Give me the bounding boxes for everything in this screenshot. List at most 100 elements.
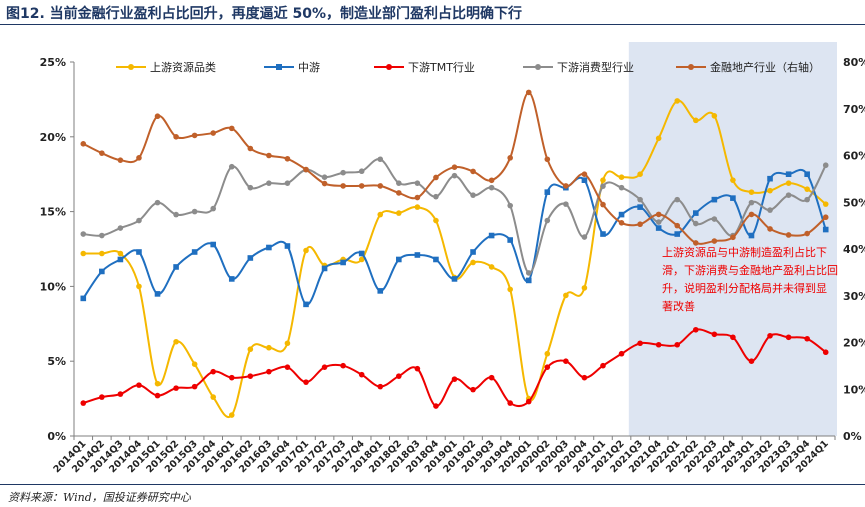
data-point-midstream — [433, 256, 439, 263]
legend-item-midstream: 中游 — [264, 61, 320, 74]
data-point-finance — [210, 130, 217, 136]
legend-swatch-marker — [386, 64, 392, 70]
data-point-tmt — [173, 385, 179, 391]
data-point-consumer — [173, 211, 179, 218]
data-point-midstream — [303, 301, 309, 308]
data-point-consumer — [136, 217, 142, 224]
data-point-midstream — [451, 276, 458, 282]
series-tmt — [80, 326, 829, 409]
data-point-finance — [785, 232, 792, 238]
data-point-consumer — [396, 180, 402, 186]
data-point-finance — [488, 177, 495, 184]
right-tick-label: 80% — [843, 56, 865, 69]
legend-swatch-marker — [276, 64, 282, 70]
data-point-finance — [247, 145, 254, 152]
data-point-tmt — [414, 365, 421, 372]
data-point-upstream — [136, 283, 142, 290]
data-point-upstream — [804, 186, 810, 192]
data-point-finance — [136, 155, 142, 161]
data-point-tmt — [117, 391, 124, 397]
data-point-consumer — [99, 232, 105, 239]
data-point-tmt — [396, 373, 402, 379]
data-point-midstream — [544, 189, 551, 195]
data-point-upstream — [674, 98, 681, 104]
data-point-finance — [396, 190, 402, 196]
data-point-tmt — [544, 364, 551, 370]
data-point-finance — [507, 155, 513, 161]
data-point-tmt — [99, 394, 105, 400]
data-point-midstream — [785, 171, 792, 177]
data-point-consumer — [674, 196, 681, 203]
data-point-midstream — [247, 255, 254, 261]
data-point-upstream — [692, 117, 699, 124]
data-point-tmt — [600, 362, 606, 369]
data-point-finance — [637, 221, 643, 228]
data-point-midstream — [117, 256, 124, 263]
data-point-tmt — [637, 340, 643, 347]
right-tick-label: 50% — [843, 196, 865, 209]
right-tick-label: 20% — [843, 337, 865, 350]
right-tick-label: 60% — [843, 150, 865, 163]
data-point-tmt — [655, 341, 662, 348]
data-point-upstream — [637, 171, 643, 177]
data-point-finance — [191, 132, 198, 139]
data-point-midstream — [80, 295, 87, 302]
data-point-consumer — [785, 192, 792, 198]
data-point-upstream — [507, 286, 513, 293]
data-point-midstream — [655, 225, 662, 231]
data-point-finance — [321, 180, 328, 187]
data-point-midstream — [600, 231, 606, 237]
data-point-finance — [804, 230, 810, 237]
data-point-upstream — [173, 338, 179, 345]
data-point-finance — [377, 183, 384, 189]
data-point-consumer — [414, 180, 421, 186]
data-point-upstream — [247, 346, 254, 353]
chart-legend: 上游资源品类 中游 下游TMT行业 下游消费型行业 金融地产行业（右轴） — [116, 60, 820, 74]
figure-title: 图12. 当前金融行业盈利占比回升，再度逼近 50%，制造业部门盈利占比明确下行 — [6, 6, 523, 22]
data-point-upstream — [488, 264, 495, 270]
data-point-midstream — [396, 256, 402, 263]
data-point-finance — [544, 156, 551, 163]
data-point-midstream — [470, 249, 476, 255]
data-point-tmt — [191, 383, 198, 390]
legend-item-finance: 金融地产行业（右轴） — [676, 60, 820, 74]
data-point-midstream — [136, 249, 142, 255]
data-point-tmt — [692, 326, 699, 333]
title-rule — [0, 24, 865, 25]
data-point-midstream — [358, 250, 365, 257]
data-point-consumer — [563, 201, 569, 207]
data-point-midstream — [99, 268, 105, 275]
data-point-tmt — [210, 368, 217, 375]
data-point-tmt — [711, 331, 718, 338]
data-point-finance — [284, 155, 291, 162]
data-point-tmt — [470, 386, 476, 393]
data-point-midstream — [414, 252, 421, 258]
data-point-upstream — [358, 256, 365, 263]
data-point-upstream — [154, 380, 161, 387]
data-point-upstream — [822, 201, 829, 207]
data-point-tmt — [507, 400, 513, 406]
data-point-midstream — [730, 195, 736, 201]
data-point-midstream — [525, 277, 532, 284]
data-point-upstream — [284, 340, 291, 347]
source-note: 资料来源：Wind，国投证券研究中心 — [8, 491, 191, 504]
data-point-consumer — [433, 193, 439, 200]
data-point-tmt — [266, 368, 272, 375]
data-point-finance — [433, 174, 439, 181]
line-chart: 0% 5% 10% 15% 20% 25% 0% 10% 20% 30% 40% 50% 60% 70%… — [40, 42, 865, 475]
data-point-consumer — [804, 196, 810, 203]
data-point-consumer — [748, 199, 755, 206]
annotation-line: 滑，下游消费与金融地产盈利占比回 — [662, 263, 838, 277]
data-point-upstream — [117, 250, 124, 257]
axis-lines — [73, 62, 835, 437]
data-point-midstream — [767, 175, 773, 182]
data-point-tmt — [377, 383, 384, 390]
data-point-upstream — [470, 259, 476, 266]
data-point-finance — [470, 168, 476, 175]
right-tick-label: 10% — [843, 383, 865, 396]
data-point-finance — [154, 113, 161, 120]
data-point-finance — [525, 89, 532, 96]
data-point-midstream — [804, 171, 810, 177]
data-point-midstream — [488, 232, 495, 239]
data-point-midstream — [637, 204, 643, 210]
